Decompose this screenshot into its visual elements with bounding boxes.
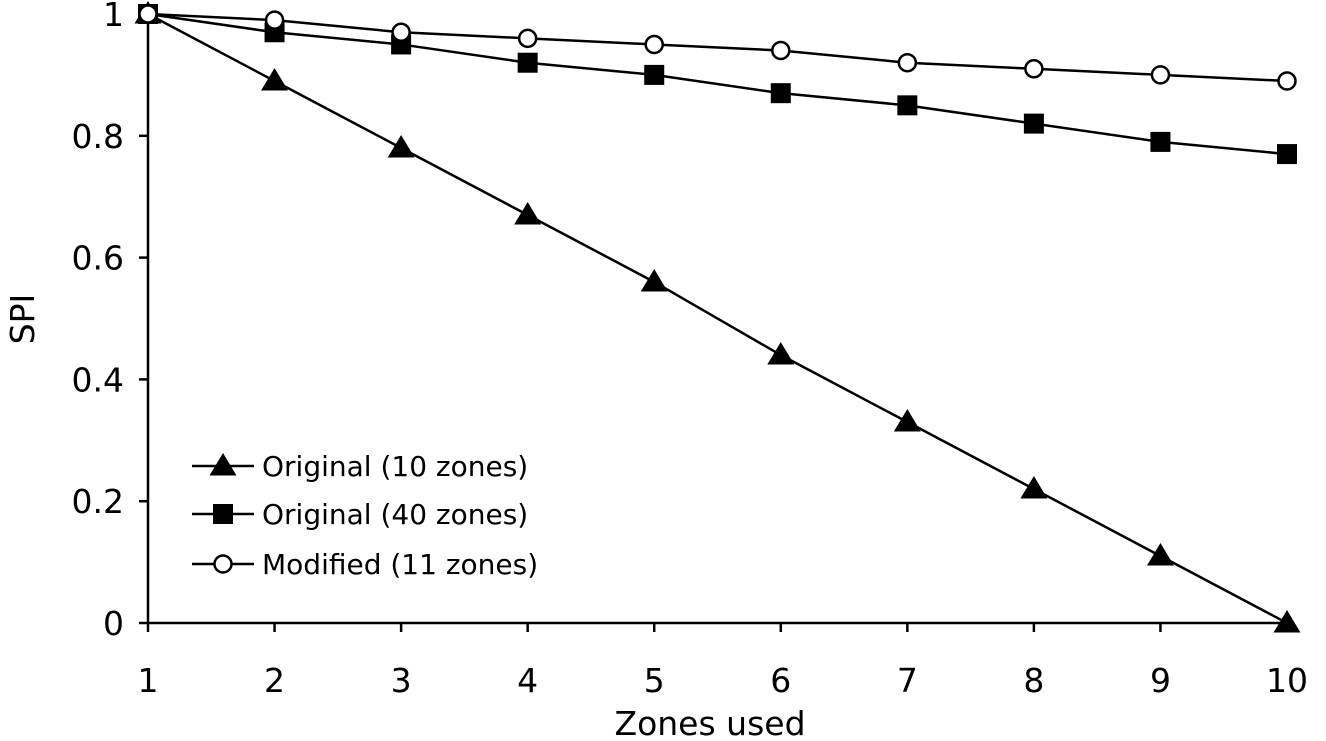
data-point-circle [1277,71,1297,91]
data-point-triangle [893,409,921,432]
data-point-circle [897,52,918,73]
y-ticks: 0 0.2 0.4 0.6 0.8 1 [72,0,148,643]
data-point-square [1150,131,1171,152]
data-point-square [770,83,791,104]
data-point-circle [517,28,538,49]
data-point-square [897,95,918,116]
legend-label: Modified (11 zones) [262,548,538,581]
data-point-triangle [1020,476,1048,499]
axes [146,14,1287,625]
data-point-circle [391,22,411,43]
y-axis-title: SPI [3,294,42,345]
x-tick-label: 9 [1150,661,1171,700]
series-square [138,4,1297,165]
data-point-circle [1150,65,1171,85]
y-tick-label: 0 [103,604,124,643]
series-line-square [147,12,1288,156]
legend-marker-triangle [209,453,237,476]
series-group [134,1,1301,633]
legend-label: Original (40 zones) [262,498,528,531]
legend-item: Original (10 zones) [192,450,528,483]
legend: Original (10 zones) Original (40 zones) Mo… [192,450,538,581]
x-tick-label: 10 [1266,661,1308,700]
legend-label: Original (10 zones) [262,450,528,483]
legend-item: Modified (11 zones) [192,548,538,581]
series-line-triangle [147,12,1288,625]
x-tick-label: 6 [770,661,791,700]
x-tick-label: 1 [138,661,159,700]
data-point-square [1023,113,1044,134]
x-ticks: 1 2 3 4 5 6 7 8 9 10 [138,623,1308,700]
data-point-circle [644,34,664,55]
x-tick-label: 8 [1023,661,1044,700]
x-axis-title: Zones used [614,704,805,741]
x-tick-label: 5 [644,661,665,700]
data-point-triangle [387,135,415,158]
data-point-circle [264,10,285,30]
series-line-circle [147,12,1288,83]
data-point-triangle [1146,543,1174,566]
x-tick-label: 4 [517,661,538,700]
y-tick-label: 0.2 [72,482,124,521]
data-point-triangle [1273,610,1301,633]
data-point-triangle [640,268,668,292]
data-point-circle [771,40,791,61]
y-tick-label: 0.6 [72,239,124,278]
x-tick-label: 7 [897,661,918,700]
data-point-square [517,52,538,73]
data-point-circle [138,4,158,24]
data-point-square [1277,144,1297,165]
data-point-circle [1024,59,1044,79]
data-point-triangle [514,201,542,225]
y-tick-label: 0.4 [72,360,124,399]
data-point-square [644,64,665,85]
y-tick-label: 1 [103,0,124,34]
series-triangle [134,1,1301,633]
x-tick-label: 2 [264,661,285,700]
x-tick-label: 3 [391,661,412,700]
data-point-triangle [261,68,289,91]
data-point-triangle [767,342,795,365]
legend-item: Original (40 zones) [192,498,528,531]
y-tick-label: 0.8 [72,117,124,156]
legend-marker-circle [213,554,233,574]
legend-marker-square [213,504,233,524]
series-circle [138,4,1297,91]
